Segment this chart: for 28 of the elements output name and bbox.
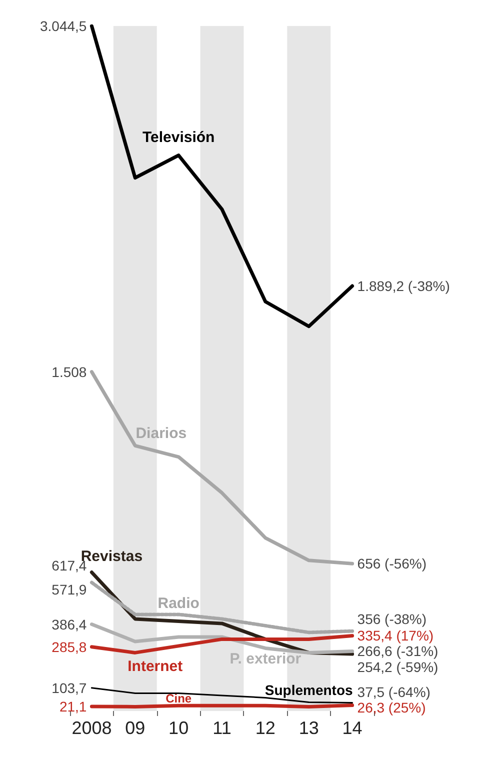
x-tick-label: 14 xyxy=(342,718,362,738)
x-tick-label: 11 xyxy=(212,718,232,738)
data-label: 3.044,5 xyxy=(40,18,87,34)
series-label: Televisión xyxy=(142,128,215,146)
series-label: Cine xyxy=(166,692,192,706)
data-label: 656 (-56%) xyxy=(357,556,427,572)
x-tick-label: 12 xyxy=(255,718,276,738)
x-tick-label: 10 xyxy=(168,718,189,738)
data-label: 254,2 (-59%) xyxy=(357,659,438,676)
data-label: 335,4 (17%) xyxy=(357,628,434,644)
data-label: 37,5 (-64%) xyxy=(357,684,430,700)
data-label: 21,1 xyxy=(59,698,87,714)
data-label: 386,4 xyxy=(52,616,87,632)
x-tick-label: 13 xyxy=(298,718,319,738)
series-label: Radio xyxy=(158,594,200,612)
series-label: Diarios xyxy=(136,425,187,442)
data-label: 356 (-38%) xyxy=(357,611,427,628)
series-label: Internet xyxy=(128,658,183,676)
data-label: 103,7 xyxy=(52,680,87,696)
data-label: 266,6 (-31%) xyxy=(357,643,438,660)
data-label: 1.889,2 (-38%) xyxy=(357,278,450,294)
data-label: 26,3 (25%) xyxy=(357,699,426,716)
series-label: Suplementos xyxy=(264,682,354,698)
data-label: 1.508 xyxy=(52,364,87,380)
x-tick-label: 2008 xyxy=(72,718,112,738)
data-label: 285,8 xyxy=(52,638,87,655)
data-label: 571,9 xyxy=(52,582,87,598)
x-tick-label: 09 xyxy=(125,718,146,738)
